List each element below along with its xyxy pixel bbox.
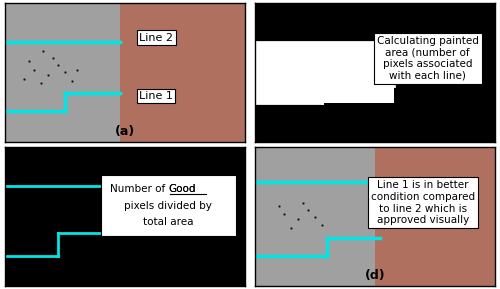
Bar — [5, 3, 120, 142]
Bar — [255, 147, 375, 286]
Text: (d): (d) — [364, 269, 385, 282]
Text: Line 2: Line 2 — [140, 33, 173, 42]
Text: Number of: Number of — [110, 184, 168, 194]
Text: Line 1: Line 1 — [140, 91, 173, 101]
Text: Line 1 is in better
condition compared
to line 2 which is
approved visually: Line 1 is in better condition compared t… — [371, 180, 475, 225]
Text: Good: Good — [168, 184, 196, 194]
Text: (a): (a) — [115, 125, 135, 138]
Bar — [375, 147, 495, 286]
Text: Good: Good — [168, 184, 196, 194]
FancyBboxPatch shape — [101, 175, 235, 236]
Text: (b): (b) — [364, 125, 385, 138]
Text: Calculating painted
area (number of
pixels associated
with each line): Calculating painted area (number of pixe… — [377, 36, 478, 81]
Text: pixels divided by: pixels divided by — [124, 201, 212, 211]
Text: (c): (c) — [116, 269, 134, 282]
Bar — [120, 3, 245, 142]
Text: total area: total area — [143, 217, 194, 227]
Bar — [255, 42, 394, 103]
